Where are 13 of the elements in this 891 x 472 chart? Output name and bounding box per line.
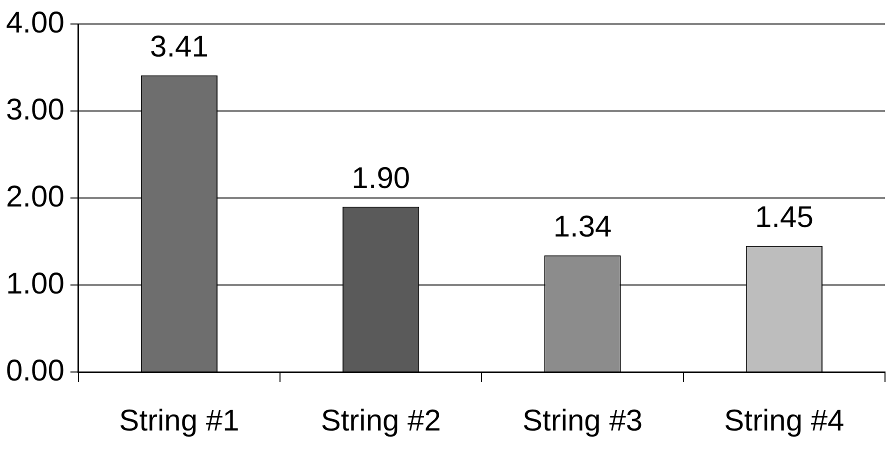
x-tick-label: String #1	[119, 404, 240, 438]
data-label: 1.45	[754, 201, 814, 234]
x-tick-label: String #3	[522, 404, 643, 438]
y-tick-label: 2.00	[6, 180, 64, 214]
y-tick-label: 0.00	[6, 354, 64, 388]
x-tick-label: String #2	[320, 404, 441, 438]
y-tick-label: 4.00	[6, 6, 64, 40]
x-tick-label: String #4	[724, 404, 844, 438]
data-label: 3.41	[150, 30, 208, 64]
y-tick-label: 3.00	[6, 93, 64, 126]
y-tick-label: 1.00	[6, 267, 64, 300]
data-label: 1.34	[553, 210, 612, 244]
data-label: 1.90	[352, 162, 410, 195]
